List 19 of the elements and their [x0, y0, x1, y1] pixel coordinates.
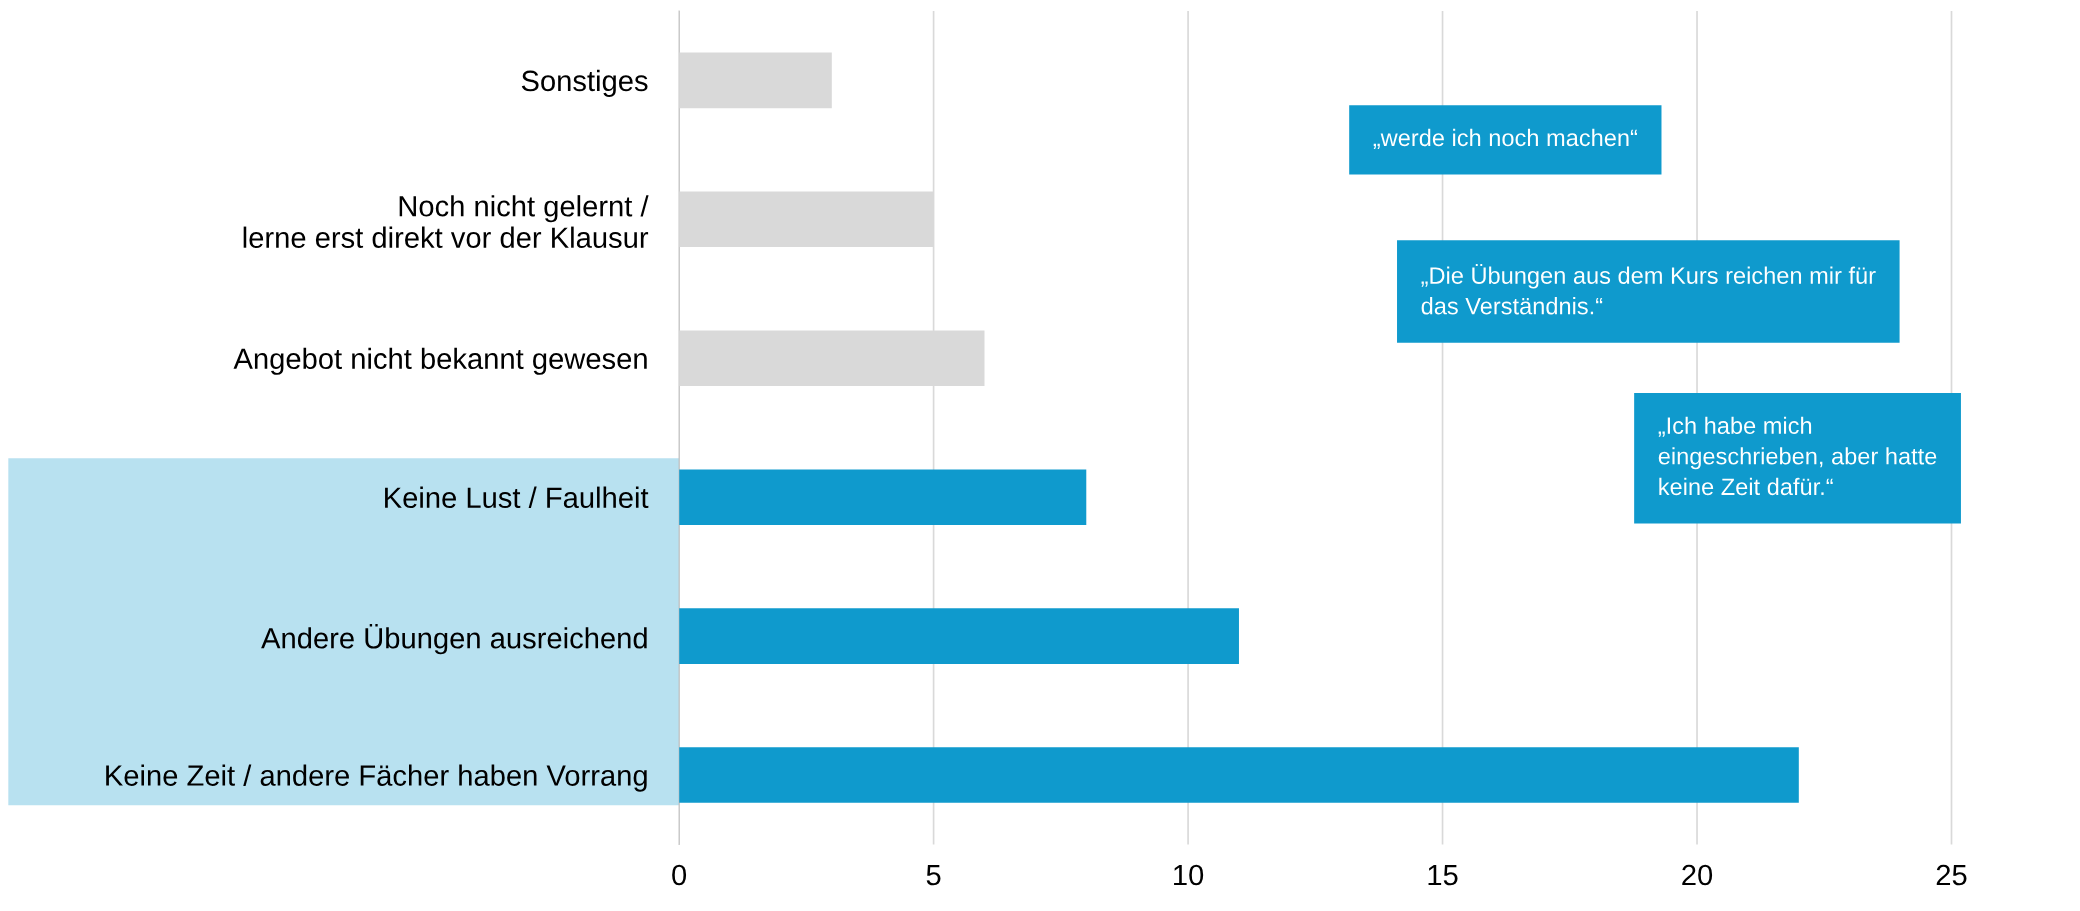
- y-tick-label: Noch nicht gelernt / lerne erst direkt vor der Klausur: [243, 195, 649, 248]
- y-tick-label: Keine Lust / Faulheit: [385, 486, 649, 509]
- x-tick-label: 0: [672, 864, 687, 886]
- y-tick-label: Sonstiges: [521, 69, 648, 98]
- bar: [679, 608, 1239, 664]
- x-tick-label: 10: [1174, 864, 1204, 886]
- x-tick-label: 25: [1936, 864, 1967, 886]
- annotation: „Ich habe mich eingeschrieben, aber hatte keine Zeit dafür.“: [1658, 416, 1937, 496]
- bar: [679, 52, 832, 109]
- y-tick-label: Keine Zeit / andere Fächer haben Vorrang: [106, 764, 647, 792]
- x-tick-label: 5: [926, 865, 941, 886]
- y-tick-label: Andere Übungen ausreichend: [261, 623, 647, 655]
- x-tick-label: 20: [1682, 864, 1713, 886]
- x-tick-label: 15: [1428, 865, 1458, 886]
- y-tick-label: Angebot nicht bekannt gewesen: [233, 347, 647, 375]
- bar: [679, 747, 1799, 803]
- bar: [679, 469, 1087, 525]
- annotation: „Die Übungen aus dem Kurs reichen mir für das Verständnis.“: [1421, 263, 1876, 315]
- annotation: „werde ich noch machen“: [1373, 128, 1638, 149]
